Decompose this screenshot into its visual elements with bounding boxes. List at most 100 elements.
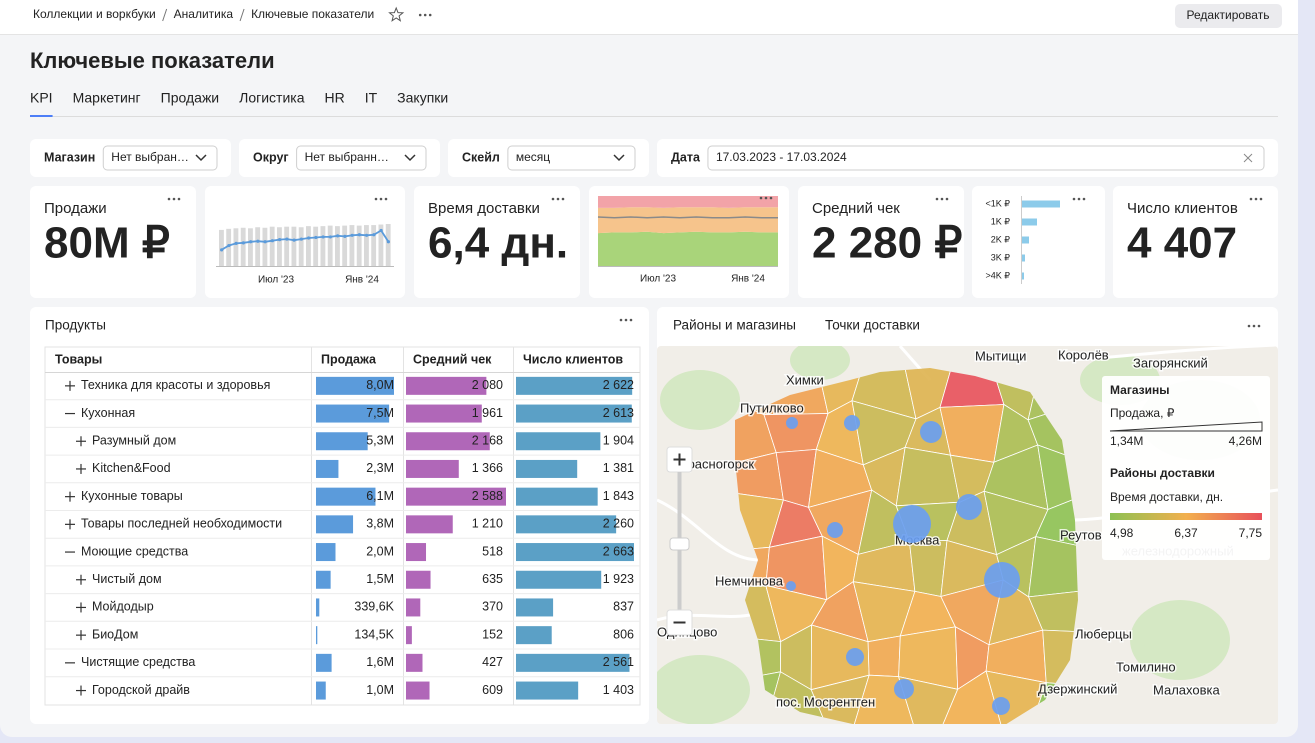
average-line [597,216,778,219]
more-button[interactable] [935,197,949,201]
line-point [350,233,354,237]
map-tab[interactable]: Районы и магазины [673,318,796,333]
avg-check-bar [406,653,423,672]
dot [1082,197,1086,201]
column-header: Средний чек [413,352,492,366]
dot [945,197,949,201]
kpi-title: Время доставки [428,200,540,217]
more-button[interactable] [1072,197,1086,201]
favorite-star[interactable] [388,6,405,22]
button-bg [1175,4,1282,28]
bar [356,225,362,266]
sales-bar [316,432,368,451]
tab[interactable]: Маркетинг [73,90,141,106]
color-scale [1110,513,1262,520]
more-button[interactable] [1249,197,1263,201]
panel [205,186,405,298]
store[interactable] [956,494,982,520]
store[interactable] [984,562,1020,598]
bar [284,226,290,266]
more-button[interactable] [1247,324,1261,328]
clients-value: 837 [613,600,634,614]
column-header: Число клиентов [523,352,623,366]
tab[interactable]: Логистика [239,90,305,106]
road [1059,346,1278,362]
bar [385,224,391,266]
more-button[interactable] [374,197,388,201]
tab[interactable]: HR [324,90,344,106]
bar [248,228,253,266]
expand-toggle[interactable] [76,630,86,641]
filter-select[interactable]: месяц [507,145,636,171]
avg-check-bar [406,432,490,451]
row-name: Kitchen&Food [92,461,171,475]
breadcrumb[interactable]: Аналитика [174,7,234,21]
dot [1072,197,1076,201]
expand-toggle[interactable] [76,602,86,613]
store[interactable] [785,416,799,430]
scale-label: 4,98 [1110,526,1134,540]
store[interactable] [826,521,844,539]
select-value: 17.03.2023 - 17.03.2024 [716,150,847,164]
more-button[interactable] [759,196,773,200]
zoom-handle[interactable] [669,537,690,551]
expand-toggle[interactable] [76,574,86,585]
filter-select[interactable]: 17.03.2023 - 17.03.2024 [707,145,1265,171]
edit-button[interactable]: Редактировать [1175,4,1282,28]
map-tab[interactable]: Точки доставки [825,318,920,333]
line-point [241,241,245,245]
tab[interactable]: IT [365,90,378,106]
tab[interactable]: KPI [30,90,53,106]
x-tick-label: Июл '23 [258,275,295,286]
avg-check-bar [406,598,421,617]
expand-toggle[interactable] [76,463,86,474]
store[interactable] [786,581,796,591]
expand-toggle[interactable] [76,436,86,447]
sales-bar [316,404,390,423]
bar [269,226,275,266]
more-button[interactable] [167,197,181,201]
zoom-in[interactable] [666,446,693,473]
line-point [227,243,231,248]
filter-select[interactable]: Нет выбран… [102,145,218,171]
select-value: месяц [516,150,550,164]
store[interactable] [894,679,914,699]
dot [423,13,427,17]
bar [349,225,355,266]
store[interactable] [893,505,931,543]
x-tick-label: Июл '23 [640,274,677,285]
line-point [365,233,369,237]
panel [798,186,964,298]
bar [291,226,297,266]
sales-bar [316,543,336,562]
dot [629,318,633,322]
expand-toggle[interactable] [65,491,75,502]
size-wedge [1109,421,1263,432]
line-point [249,240,253,244]
expand-toggle[interactable] [65,519,75,530]
dot [167,197,171,201]
more-button[interactable] [551,197,565,201]
filter-select[interactable]: Нет выбранн… [296,145,427,171]
select-box [507,145,636,171]
store[interactable] [992,697,1010,715]
place-label: Немчинова [715,573,784,588]
zoom-out[interactable] [666,609,693,636]
legend-measure: Продажа, ₽ [1110,406,1175,420]
line-point [314,235,318,240]
line-point [328,235,332,239]
sales-bar [316,487,376,506]
tab[interactable]: Закупки [397,90,448,106]
store[interactable] [920,421,942,443]
tab[interactable]: Продажи [161,90,219,106]
store[interactable] [846,648,864,666]
more-button[interactable] [418,13,432,17]
store[interactable] [843,414,861,432]
bar [342,225,348,266]
expand-toggle[interactable] [76,685,86,696]
expand-toggle[interactable] [65,380,75,391]
more-button[interactable] [619,318,633,322]
breadcrumb[interactable]: Коллекции и воркбуки [33,7,156,21]
clients-value: 2 561 [603,655,634,669]
district [1028,536,1078,598]
